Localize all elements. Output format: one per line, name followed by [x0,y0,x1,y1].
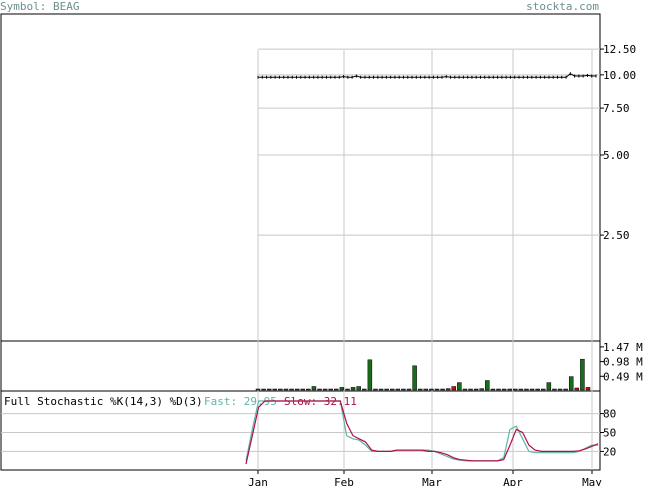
price-tick-label: 2.50 [603,229,630,242]
volume-bar [412,365,417,391]
volume-bar [278,388,283,391]
volume-bar [507,388,512,391]
volume-bar [574,387,580,391]
volume-bar [546,382,552,391]
stochastic-frame [0,390,601,471]
volume-bar [429,388,434,391]
volume-bar [518,388,524,391]
volume-bar [317,388,322,391]
volume-bar [568,376,574,391]
volume-bar [585,387,591,391]
volume-bar [367,359,373,391]
volume-bar [334,388,339,391]
volume-bar [339,387,345,391]
volume-bar [350,387,356,391]
grid-lines [1,48,600,470]
volume-bar [557,388,563,391]
volume-bar [395,388,401,391]
volume-bar [272,388,278,391]
price-tick-label: 10.00 [603,69,636,82]
volume-bar [457,382,462,391]
volume-bar [266,388,272,391]
volume-bar [311,386,317,391]
volume-frame [0,340,601,392]
price-tick-label: 7.50 [603,102,630,115]
volume-bar [490,388,496,391]
price-frame [0,13,601,342]
panel-frames [0,13,601,471]
volume-bar [373,388,378,391]
price-tick-label: 12.50 [603,43,636,56]
volume-bar [417,388,423,391]
volume-bar [289,388,294,391]
volume-bar [451,386,457,391]
volume-bar [389,388,395,391]
volume-bar [529,388,535,391]
x-tick-label: Jan [248,476,268,486]
volume-bar [356,386,361,391]
volume-bar [468,388,473,391]
stoch-title: Full Stochastic %K(14,3) %D(3) [4,395,203,408]
volume-bar [479,388,484,391]
volume-bar [322,388,328,391]
volume-bar [362,388,367,391]
price-tick-label: 5.00 [603,149,630,162]
volume-bar [423,388,429,391]
volume-bar [283,388,289,391]
stoch-tick-label: 80 [603,408,616,421]
volume-bar [440,388,445,391]
volume-bar [535,388,540,391]
volume-bar [434,388,440,391]
stoch-fast-legend: Fast: 29.95 [204,395,277,408]
volume-bar [294,388,300,391]
x-tick-label: May [582,476,602,486]
volume-bar [401,388,406,391]
volume-bar [384,388,389,391]
volume-bar [513,388,518,391]
volume-bar [496,388,501,391]
volume-bar [524,388,529,391]
stoch-slow-line [245,400,599,465]
volume-bar [300,388,305,391]
x-tick-label: Mar [422,476,442,486]
volume-bar [261,388,266,391]
volume-bar [552,388,557,391]
volume-tick-label: 0.98 M [603,356,643,369]
volume-bar [306,388,311,391]
volume-bar [255,388,261,391]
volume-bar [445,388,451,391]
x-tick-label: Feb [334,476,354,486]
volume-bar [406,388,412,391]
x-axis: Jan Feb Mar Apr May [248,470,602,486]
volume-bar [473,388,479,391]
volume-bar [345,388,350,391]
stoch-tick-label: 20 [603,445,616,458]
x-tick-label: Apr [503,476,523,486]
volume-bar [563,388,568,391]
volume-bar [501,388,507,391]
volume-panel: 1.47 M 0.98 M0.49 M [255,341,643,391]
volume-bar [378,388,384,391]
brand-label: stockta.com [526,0,599,13]
volume-bar [462,388,468,391]
volume-tick-label: 0.49 M [603,370,643,383]
volume-tick-label: 1.47 M [603,341,643,354]
volume-bar [328,388,333,391]
symbol-label: Symbol: BEAG [0,0,80,13]
stoch-tick-label: 50 [603,427,616,440]
volume-bar [580,358,585,391]
volume-bar [485,380,490,391]
price-line [258,73,596,78]
stochastic-panel: 80 50 20 Full Stochastic %K(14,3) %D(3) Fast… [4,395,616,465]
price-panel: 12.50 10.00 7.50 5.00 2.50 [257,43,636,242]
volume-bar [541,388,546,391]
